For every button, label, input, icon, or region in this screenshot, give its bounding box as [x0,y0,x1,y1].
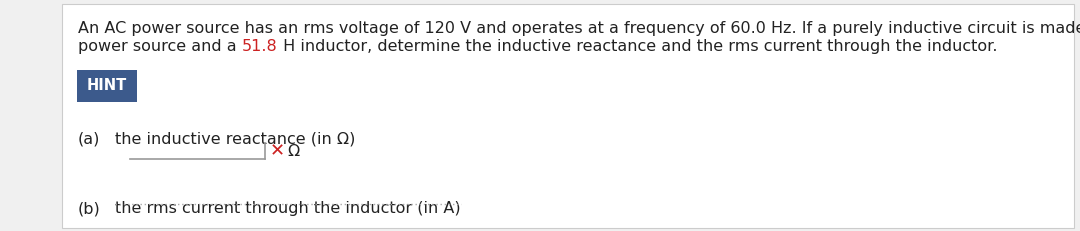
Text: the inductive reactance (in Ω): the inductive reactance (in Ω) [114,131,355,146]
Text: power source and a: power source and a [78,39,242,54]
FancyBboxPatch shape [77,70,137,102]
Text: Ω: Ω [287,143,299,158]
Text: H inductor, determine the inductive reactance and the rms current through the in: H inductor, determine the inductive reac… [278,39,997,54]
Text: ✕: ✕ [270,142,285,160]
Text: the rms current through the inductor (in A): the rms current through the inductor (in… [114,201,461,216]
FancyBboxPatch shape [62,4,1074,228]
Text: HINT: HINT [86,79,127,94]
Text: (a): (a) [78,131,100,146]
Text: An AC power source has an rms voltage of 120 V and operates at a frequency of 60: An AC power source has an rms voltage of… [78,21,1080,36]
Text: 51.8: 51.8 [242,39,278,54]
Text: (b): (b) [78,201,100,216]
